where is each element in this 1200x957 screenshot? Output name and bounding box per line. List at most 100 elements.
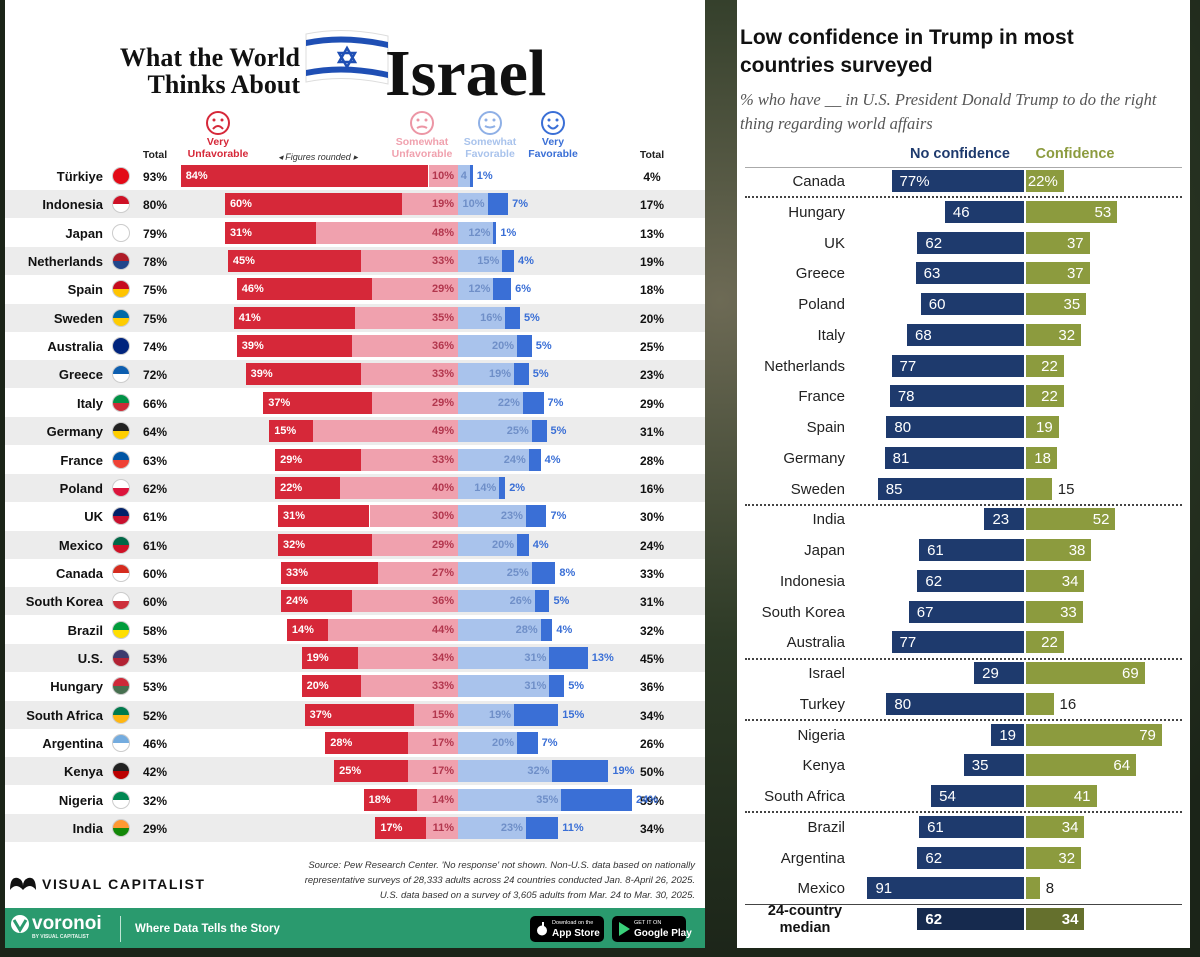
value-label: 15% — [431, 708, 454, 721]
value-label: 54 — [939, 788, 956, 805]
total-value: 20% — [639, 311, 665, 326]
bar — [884, 446, 1024, 469]
total-value: 42% — [142, 765, 168, 780]
bar-segment — [372, 278, 458, 301]
category-label: Spain — [806, 419, 845, 436]
legend-entry: Somewhat Favorable — [463, 136, 517, 160]
value-label: 19% — [489, 368, 512, 381]
flag — [112, 563, 130, 582]
bar-segment — [407, 732, 458, 754]
value-label: 32% — [283, 538, 306, 551]
value-label: 34 — [1061, 572, 1079, 590]
value-label: 31% — [229, 226, 252, 239]
face-icon — [206, 111, 230, 135]
value-label: 17% — [431, 765, 454, 778]
bar-segment — [499, 476, 506, 499]
value-label: 7% — [550, 510, 567, 523]
value-label: 19% — [306, 651, 329, 664]
value-label: 36% — [431, 595, 454, 608]
bar — [1026, 354, 1064, 377]
value-label: 6% — [515, 283, 531, 296]
category-label: Sweden — [790, 480, 845, 498]
total-value: 80% — [142, 198, 168, 213]
value-label: 22% — [1027, 173, 1058, 190]
total-value: 29% — [142, 822, 168, 837]
category-label: Indonesia — [779, 572, 845, 590]
bar — [1026, 846, 1082, 869]
title-highlight: Israel — [385, 37, 547, 110]
value-label: 12% — [468, 226, 491, 239]
total-value: 30% — [639, 510, 665, 525]
value-label: 20% — [491, 538, 514, 551]
israel-flag — [305, 29, 389, 85]
value-label: 35% — [431, 311, 454, 324]
value-label: 24% — [286, 595, 309, 608]
bar-segment — [552, 760, 609, 783]
value-label: 40% — [431, 481, 454, 494]
value-label: 37 — [1066, 234, 1084, 252]
country-label: Indonesia — [42, 197, 103, 213]
flag — [112, 195, 130, 214]
value-label: 22 — [1041, 634, 1058, 652]
value-label: 34% — [431, 651, 454, 664]
bar-segment — [531, 420, 547, 443]
bar-segment — [233, 306, 355, 329]
bar-segment — [549, 675, 565, 698]
total-value: 58% — [142, 623, 168, 638]
play-icon — [619, 922, 630, 936]
value-label: 33 — [1060, 603, 1077, 621]
value-label: 85 — [885, 480, 903, 498]
voronoi-icon — [11, 915, 29, 933]
bar-segment — [224, 221, 317, 244]
value-label: 20% — [491, 737, 514, 749]
value-label: 25% — [506, 425, 529, 438]
value-label: 11% — [432, 822, 454, 835]
value-label: 28% — [330, 737, 353, 749]
bar-segment — [304, 703, 414, 726]
value-label: 67 — [916, 603, 934, 621]
bar — [917, 231, 1024, 254]
bar-segment — [561, 788, 633, 811]
value-label: 22% — [280, 481, 303, 494]
bar — [889, 385, 1024, 408]
group-separator — [745, 719, 1182, 722]
value-label: 62 — [925, 234, 943, 252]
value-label: 29% — [431, 396, 454, 409]
bar-segment — [301, 675, 361, 698]
value-label: 81 — [892, 449, 910, 467]
flag — [112, 648, 130, 667]
value-label: 91 — [875, 880, 893, 898]
flag — [112, 252, 130, 271]
country-label: Netherlands — [27, 254, 103, 270]
value-label: 31% — [283, 510, 306, 523]
category-label: Japan — [804, 542, 845, 559]
country-label: France — [60, 452, 103, 468]
subtitle: % who have __ in U.S. President Donald T… — [740, 90, 1157, 133]
bar — [917, 908, 1024, 930]
bar — [1026, 323, 1082, 346]
value-label: 79 — [1139, 726, 1156, 744]
bar — [991, 723, 1024, 746]
value-label: 34 — [1061, 911, 1079, 928]
value-label: 33% — [431, 680, 454, 693]
total-value: 61% — [142, 510, 168, 525]
bar-segment — [372, 533, 458, 556]
bar-segment — [514, 363, 529, 386]
google-play-button[interactable]: GET IT ON Google Play — [612, 916, 692, 942]
total-value: 61% — [142, 538, 168, 553]
category-label: Poland — [798, 296, 845, 313]
bar-segment — [517, 335, 532, 358]
total-value: 28% — [639, 453, 665, 468]
value-label: 13% — [591, 651, 614, 664]
bar — [1026, 231, 1090, 254]
flag — [112, 507, 130, 526]
app-store-button[interactable]: Download on the App Store — [530, 916, 604, 942]
flag — [112, 734, 130, 752]
value-label: 62 — [925, 849, 943, 867]
bar-segment — [275, 448, 361, 471]
bar — [1026, 508, 1116, 531]
bar-segment — [286, 618, 329, 641]
value-label: 5% — [550, 425, 567, 438]
value-label: 5% — [568, 680, 585, 693]
value-label: 62 — [925, 572, 943, 590]
